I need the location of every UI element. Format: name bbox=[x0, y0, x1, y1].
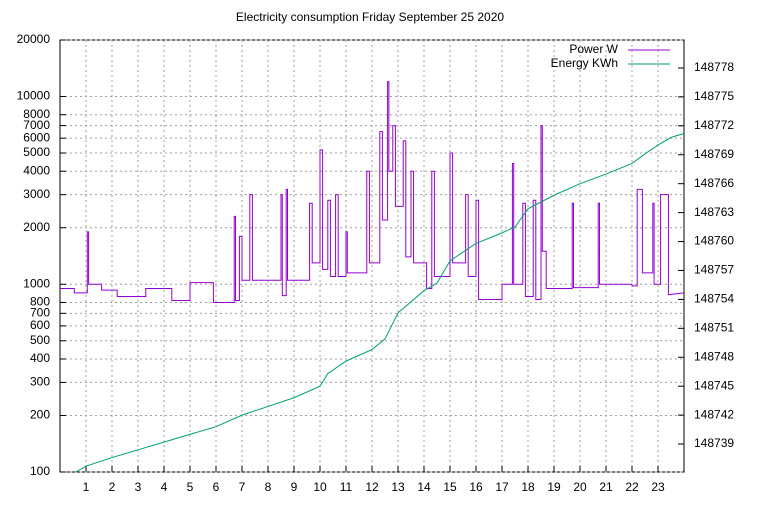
x-tick-label: 4 bbox=[161, 480, 168, 494]
y2-tick-label: 148748 bbox=[694, 349, 734, 363]
y2-tick-label: 148766 bbox=[694, 176, 734, 190]
x-tick-label: 16 bbox=[469, 480, 483, 494]
x-tick-label: 11 bbox=[340, 480, 353, 494]
y2-tick-label: 148739 bbox=[694, 436, 734, 450]
y-tick-label: 8000 bbox=[23, 107, 50, 121]
x-tick-label: 19 bbox=[547, 480, 561, 494]
y-tick-label: 7000 bbox=[23, 118, 50, 132]
x-tick-label: 1 bbox=[83, 480, 90, 494]
x-tick-label: 18 bbox=[521, 480, 535, 494]
y-tick-label: 3000 bbox=[23, 187, 50, 201]
x-tick-label: 21 bbox=[599, 480, 613, 494]
y-tick-label: 5000 bbox=[23, 145, 50, 159]
x-tick-label: 2 bbox=[109, 480, 116, 494]
y-tick-label: 100 bbox=[30, 464, 50, 478]
legend-label: Power W bbox=[569, 42, 618, 56]
x-tick-label: 5 bbox=[187, 480, 194, 494]
y2-tick-label: 148760 bbox=[694, 234, 734, 248]
x-tick-label: 9 bbox=[291, 480, 298, 494]
x-tick-label: 15 bbox=[443, 480, 457, 494]
y-tick-label: 20000 bbox=[17, 32, 51, 46]
series-line bbox=[75, 133, 685, 473]
y2-tick-label: 148778 bbox=[694, 60, 734, 74]
y2-tick-label: 148742 bbox=[694, 407, 734, 421]
x-tick-label: 7 bbox=[239, 480, 246, 494]
y2-tick-label: 148754 bbox=[694, 292, 734, 306]
x-tick-label: 8 bbox=[265, 480, 272, 494]
x-tick-label: 20 bbox=[573, 480, 587, 494]
y2-tick-label: 148772 bbox=[694, 118, 734, 132]
y-tick-label: 400 bbox=[30, 351, 50, 365]
x-tick-label: 13 bbox=[391, 480, 405, 494]
x-tick-label: 17 bbox=[495, 480, 509, 494]
y2-tick-label: 148769 bbox=[694, 147, 734, 161]
y-tick-label: 600 bbox=[30, 318, 50, 332]
x-tick-label: 23 bbox=[651, 480, 665, 494]
y-tick-label: 700 bbox=[30, 306, 50, 320]
y-tick-label: 2000 bbox=[23, 220, 50, 234]
y-tick-label: 10000 bbox=[17, 89, 51, 103]
x-tick-label: 6 bbox=[213, 480, 220, 494]
y-tick-label: 800 bbox=[30, 295, 50, 309]
x-tick-label: 10 bbox=[313, 480, 327, 494]
x-tick-label: 14 bbox=[417, 480, 431, 494]
y-tick-label: 6000 bbox=[23, 130, 50, 144]
x-tick-label: 12 bbox=[365, 480, 379, 494]
legend-label: Energy KWh bbox=[551, 56, 618, 70]
y2-tick-label: 148763 bbox=[694, 205, 734, 219]
chart-title: Electricity consumption Friday September… bbox=[236, 10, 504, 24]
y-tick-label: 200 bbox=[30, 408, 50, 422]
x-tick-label: 22 bbox=[625, 480, 639, 494]
y2-tick-label: 148745 bbox=[694, 378, 734, 392]
y2-tick-label: 148751 bbox=[694, 320, 734, 334]
y-tick-label: 1000 bbox=[23, 276, 50, 290]
x-tick-label: 3 bbox=[135, 480, 142, 494]
y2-tick-label: 148775 bbox=[694, 89, 734, 103]
y-tick-label: 4000 bbox=[23, 163, 50, 177]
y-tick-label: 500 bbox=[30, 333, 50, 347]
y2-tick-label: 148757 bbox=[694, 263, 734, 277]
series-line bbox=[60, 81, 685, 303]
y-tick-label: 300 bbox=[30, 375, 50, 389]
